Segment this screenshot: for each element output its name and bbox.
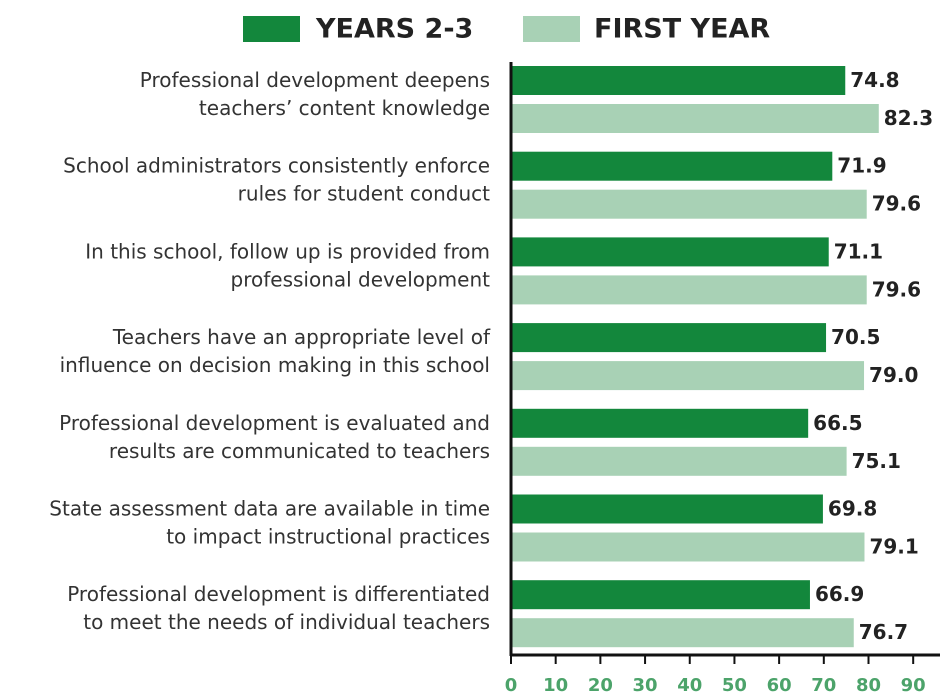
- bar: [511, 361, 865, 391]
- category-line: teachers’ content knowledge: [199, 96, 490, 120]
- x-tick-label: 30: [633, 675, 658, 696]
- category-label: In this school, follow up is provided fr…: [85, 239, 490, 291]
- value-label: 66.9: [815, 582, 864, 606]
- x-tick-label: 0: [505, 675, 518, 696]
- x-tick-label: 70: [811, 675, 836, 696]
- category-line: Professional development is evaluated an…: [59, 410, 490, 434]
- x-tick-label: 40: [677, 675, 702, 696]
- bar: [511, 408, 809, 438]
- value-label: 66.5: [813, 411, 862, 435]
- category-line: Professional development deepens: [140, 68, 490, 92]
- bar: [511, 532, 865, 562]
- value-label: 79.6: [872, 192, 921, 216]
- category-label: Teachers have an appropriate level of inf…: [60, 325, 491, 377]
- category-label: State assessment data are available in t…: [49, 496, 490, 548]
- legend-swatch: [243, 16, 300, 42]
- bar: [511, 104, 879, 133]
- value-label: 70.5: [831, 325, 880, 349]
- value-label: 76.7: [859, 620, 908, 644]
- x-tick-label: 90: [901, 675, 926, 696]
- category-line: Professional development is differentiat…: [67, 582, 490, 606]
- category-label: Professional development deepens teachers…: [140, 68, 490, 120]
- bar: [511, 237, 829, 267]
- category-line: State assessment data are available in t…: [49, 496, 490, 520]
- category-line: School administrators consistently enfor…: [63, 153, 490, 177]
- bar: [511, 618, 854, 648]
- value-label: 79.1: [869, 535, 918, 559]
- value-label: 69.8: [828, 497, 877, 521]
- category-label: School administrators consistently enfor…: [63, 153, 490, 205]
- category-line: influence on decision making in this sch…: [60, 353, 490, 377]
- x-tick-label: 60: [767, 675, 792, 696]
- value-label: 71.1: [834, 239, 883, 263]
- category-label: Professional development is differentiat…: [67, 582, 490, 634]
- category-line: rules for student conduct: [238, 181, 490, 205]
- value-label: 71.9: [837, 154, 886, 178]
- bar: [511, 446, 847, 476]
- category-line: results are communicated to teachers: [109, 438, 490, 462]
- category-line: to meet the needs of individual teachers: [83, 610, 490, 634]
- value-label: 79.0: [869, 363, 918, 387]
- x-tick-label: 50: [722, 675, 747, 696]
- x-tick-label: 20: [588, 675, 613, 696]
- bar: [511, 66, 846, 95]
- category-line: In this school, follow up is provided fr…: [85, 239, 490, 263]
- category-label: Professional development is evaluated an…: [59, 410, 490, 462]
- bar: [511, 494, 823, 524]
- value-label: 74.8: [850, 68, 899, 92]
- legend-swatch: [523, 16, 580, 42]
- value-label: 79.6: [872, 277, 921, 301]
- bar: [511, 275, 867, 305]
- x-tick-label: 10: [543, 675, 568, 696]
- bar: [511, 189, 867, 219]
- legend-label: YEARS 2-3: [315, 14, 473, 45]
- category-line: professional development: [231, 267, 491, 291]
- category-line: to impact instructional practices: [166, 524, 490, 548]
- bar: [511, 323, 827, 353]
- bar: [511, 580, 810, 610]
- bar: [511, 151, 833, 181]
- legend-label: FIRST YEAR: [594, 14, 770, 45]
- x-tick-label: 80: [856, 675, 881, 696]
- value-label: 75.1: [852, 449, 901, 473]
- value-label: 82.3: [884, 106, 933, 130]
- category-line: Teachers have an appropriate level of: [112, 325, 491, 349]
